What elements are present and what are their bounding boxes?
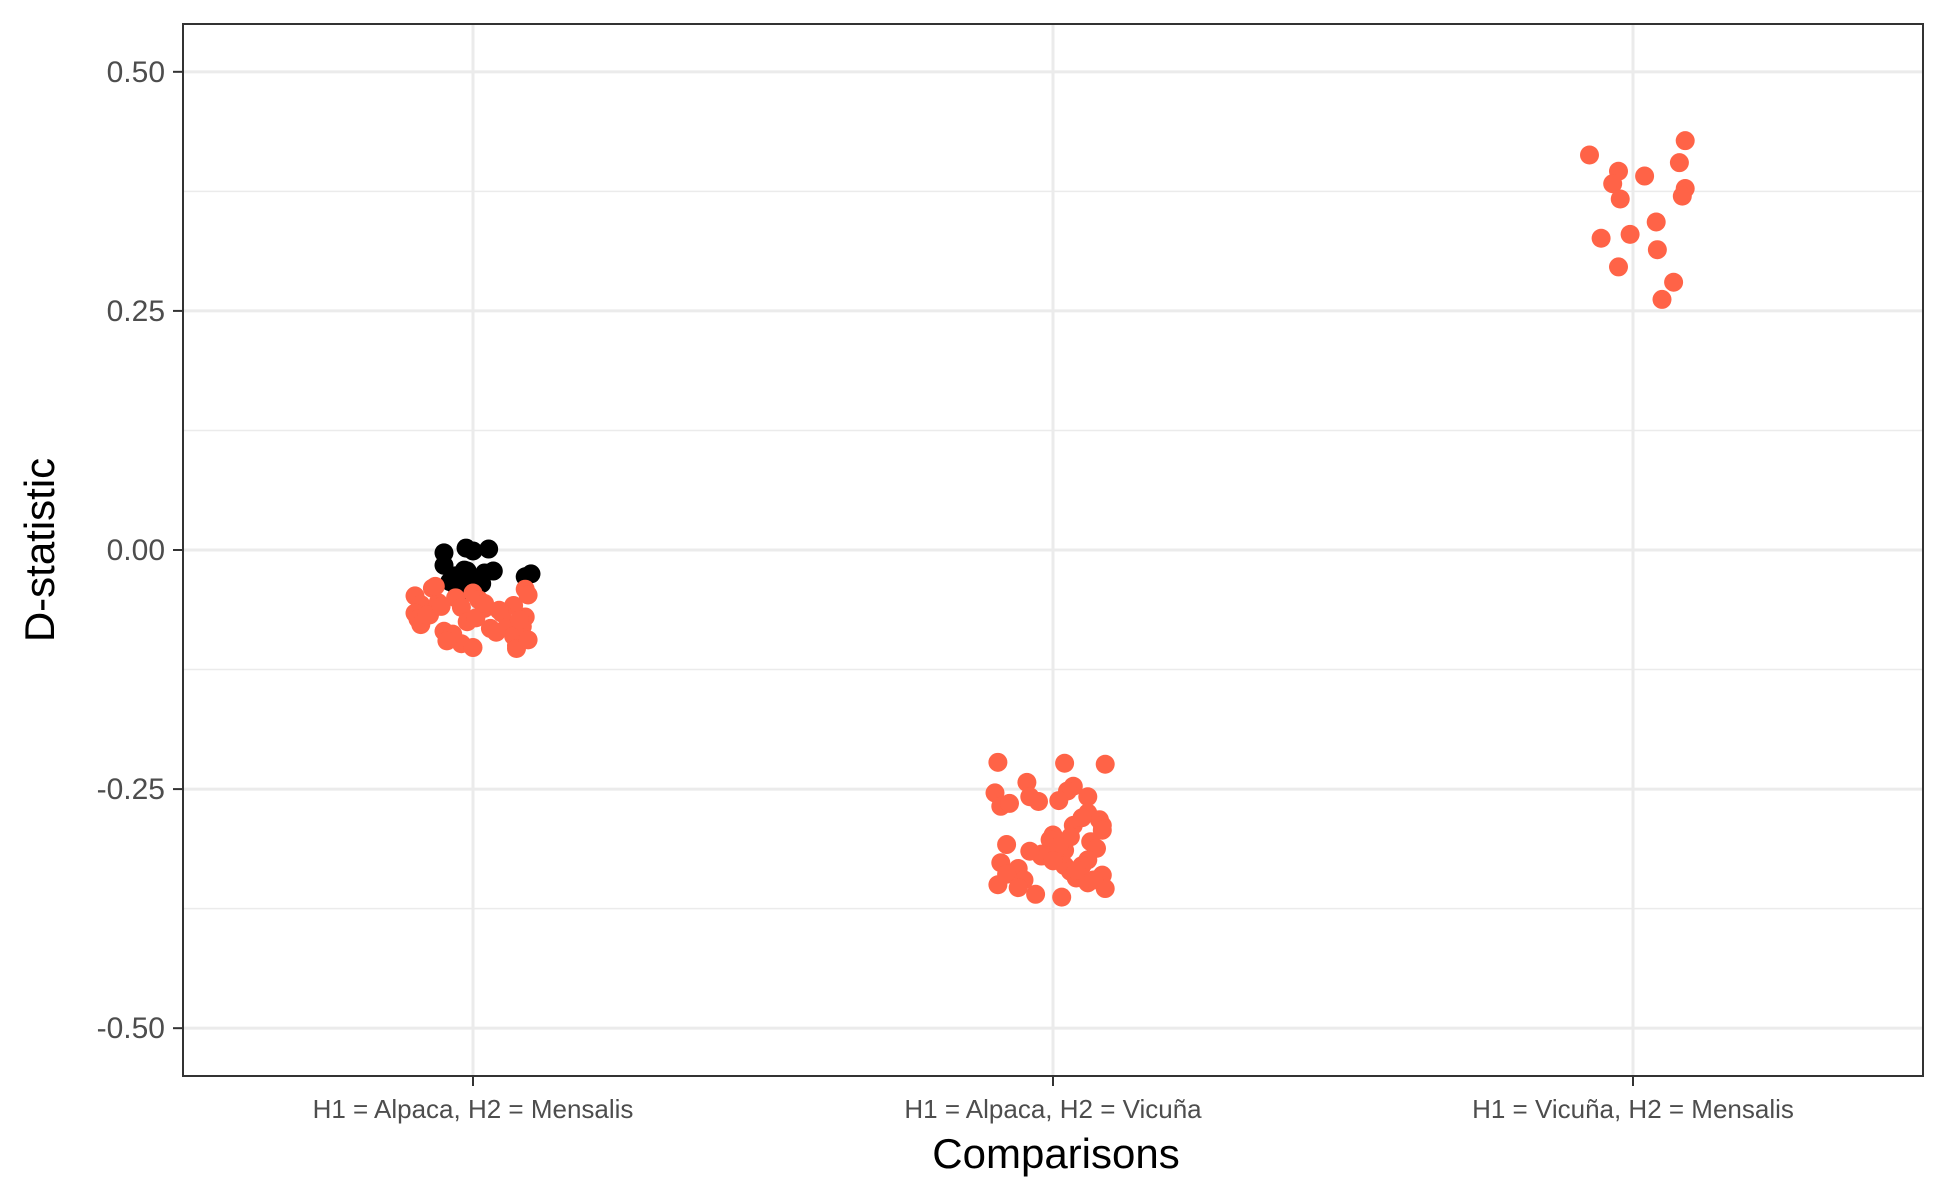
data-point — [1620, 224, 1640, 244]
data-point — [463, 638, 483, 658]
data-point — [518, 630, 538, 650]
data-point — [1664, 272, 1684, 292]
data-point — [1603, 174, 1623, 194]
data-point — [1026, 884, 1046, 904]
x-axis: H1 = Alpaca, H2 = Mensalis H1 = Alpaca, H… — [313, 1076, 1794, 1124]
data-point — [1095, 754, 1115, 774]
data-point — [417, 605, 437, 625]
x-tick-label: H1 = Vicuña, H2 = Mensalis — [1472, 1094, 1794, 1124]
data-point — [1055, 753, 1075, 773]
y-axis-title: D-statistic — [16, 458, 63, 642]
data-point — [1084, 870, 1104, 890]
y-axis: -0.50 -0.25 0.00 0.25 0.50 — [97, 56, 183, 1045]
data-point — [1078, 787, 1098, 807]
data-point — [1000, 793, 1019, 813]
data-point — [1052, 887, 1072, 907]
data-point — [988, 875, 1008, 895]
data-point — [1580, 145, 1599, 165]
data-point — [1008, 878, 1028, 898]
data-point — [479, 539, 499, 559]
data-point — [1646, 212, 1666, 232]
data-point — [437, 631, 457, 651]
y-tick-label: 0.25 — [107, 295, 165, 328]
data-point — [1652, 289, 1672, 309]
x-tick-label: H1 = Alpaca, H2 = Vicuña — [904, 1094, 1202, 1124]
x-tick-label: H1 = Alpaca, H2 = Mensalis — [313, 1094, 634, 1124]
data-point — [466, 608, 486, 628]
data-point — [509, 610, 529, 630]
data-point — [451, 597, 471, 617]
y-tick-label: -0.25 — [97, 773, 165, 806]
y-tick-label: 0.00 — [107, 534, 165, 567]
data-point — [1043, 851, 1063, 871]
data-point — [1029, 792, 1048, 812]
data-point — [463, 541, 483, 561]
data-point — [486, 622, 506, 642]
data-point — [518, 585, 538, 605]
data-point — [1020, 841, 1040, 861]
data-point — [425, 576, 445, 596]
data-points — [405, 131, 1695, 907]
data-point — [1609, 257, 1628, 277]
data-point — [1092, 820, 1112, 840]
data-point — [1049, 791, 1069, 811]
data-point — [1669, 153, 1689, 173]
data-point — [988, 752, 1008, 772]
data-point — [1635, 166, 1655, 186]
data-point — [1049, 836, 1069, 856]
data-point — [1672, 186, 1692, 206]
data-point — [1675, 131, 1695, 151]
y-tick-label: -0.50 — [97, 1012, 165, 1045]
data-point — [451, 570, 471, 590]
data-point — [1647, 240, 1667, 260]
data-point — [1017, 772, 1037, 792]
x-axis-title: Comparisons — [932, 1130, 1179, 1177]
data-point — [1610, 189, 1630, 209]
data-point — [475, 594, 495, 614]
data-point — [997, 835, 1017, 855]
data-point — [1066, 860, 1086, 880]
data-point — [1591, 228, 1611, 248]
y-tick-label: 0.50 — [107, 56, 165, 89]
data-point — [489, 600, 509, 620]
data-point — [521, 564, 541, 584]
data-point — [483, 561, 503, 581]
data-point — [431, 596, 451, 616]
data-point — [1072, 808, 1092, 828]
